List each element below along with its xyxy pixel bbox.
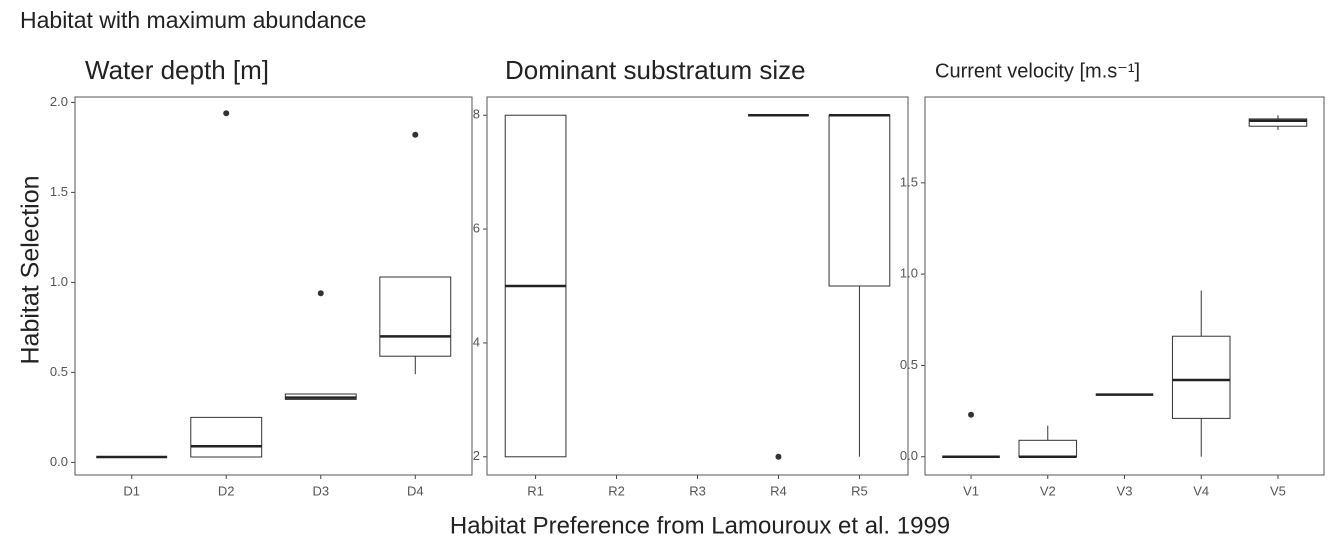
x-tick-label: R5	[851, 483, 868, 498]
box	[1018, 439, 1078, 458]
panel-title: Water depth [m]	[85, 55, 269, 85]
outlier	[317, 290, 324, 297]
panel-title: Dominant substratum size	[505, 55, 806, 85]
panel-frame	[74, 96, 473, 476]
y-tick-label: 1.0	[900, 266, 918, 281]
x-tick-label: V5	[1270, 483, 1286, 498]
box	[1248, 118, 1308, 127]
y-axis-label: Habitat Selection	[17, 175, 45, 364]
panel-title: Current velocity [m.s⁻¹]	[935, 60, 1140, 82]
x-axis-label: Habitat Preference from Lamouroux et al.…	[450, 512, 950, 539]
y-tick-label: 1.5	[50, 184, 68, 199]
y-tick-label: 1.5	[900, 174, 918, 189]
y-tick-label: 0.0	[900, 448, 918, 463]
x-tick-label: D4	[407, 483, 424, 498]
box	[379, 276, 452, 357]
box	[828, 114, 891, 287]
x-tick-label: V3	[1117, 483, 1133, 498]
outlier	[223, 110, 230, 117]
y-tick-label: 0.0	[50, 454, 68, 469]
x-tick-label: D3	[312, 483, 329, 498]
x-tick-label: R4	[770, 483, 787, 498]
y-tick-label: 2.0	[50, 94, 68, 109]
outlier	[775, 453, 782, 460]
x-tick-label: V1	[963, 483, 979, 498]
figure-title: Habitat with maximum abundance	[20, 7, 366, 33]
x-tick-label: R3	[689, 483, 706, 498]
box	[190, 416, 263, 458]
panel-frame	[924, 96, 1325, 476]
outlier	[412, 131, 419, 138]
y-tick-label: 4	[473, 334, 480, 349]
x-tick-label: R1	[527, 483, 544, 498]
y-tick-label: 2	[473, 448, 480, 463]
y-tick-label: 1.0	[50, 274, 68, 289]
x-tick-label: R2	[608, 483, 625, 498]
y-tick-label: 6	[473, 221, 480, 236]
y-tick-label: 8	[473, 107, 480, 122]
y-tick-label: 0.5	[50, 364, 68, 379]
x-tick-label: V4	[1193, 483, 1209, 498]
y-tick-label: 0.5	[900, 357, 918, 372]
panel-frame	[486, 96, 909, 476]
box	[1171, 335, 1231, 419]
x-tick-label: V2	[1040, 483, 1056, 498]
x-tick-label: D2	[218, 483, 235, 498]
outlier	[968, 411, 975, 418]
x-tick-label: D1	[123, 483, 140, 498]
